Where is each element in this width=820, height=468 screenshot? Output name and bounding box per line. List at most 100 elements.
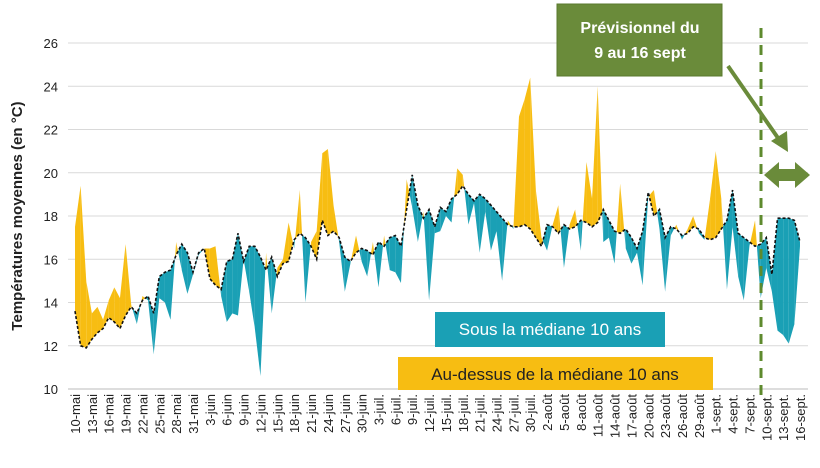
y-axis-label: Températures moyennes (en °C) [9, 101, 26, 330]
diff-area [723, 220, 727, 289]
x-tick-label: 29-août [692, 394, 707, 438]
x-tick-label: 3-juin [203, 394, 218, 426]
x-tick-label: 27-juil. [506, 394, 521, 432]
x-tick-label: 8-août [574, 394, 589, 431]
x-tick-label: 21-juil. [473, 394, 488, 432]
x-tick-label: 7-sept. [742, 394, 757, 434]
diff-area [300, 190, 302, 235]
diff-area [182, 244, 188, 294]
diff-area [165, 270, 171, 320]
diff-area [716, 151, 722, 238]
diff-area [120, 244, 126, 328]
y-tick-label: 22 [44, 123, 58, 138]
diff-area [721, 199, 723, 229]
diff-area [75, 186, 81, 346]
x-tick-label: 20-août [641, 394, 656, 438]
x-tick-label: 18-juin [287, 394, 302, 433]
x-tick-label: 18-juil. [456, 394, 471, 432]
diff-area [491, 205, 497, 250]
diff-area [367, 251, 371, 277]
diff-area [485, 199, 491, 251]
x-tick-label: 26-août [675, 394, 690, 438]
diff-area [497, 212, 503, 281]
diff-area [705, 199, 710, 240]
diff-area [81, 186, 87, 348]
diff-area [221, 261, 227, 322]
legend-below: Sous la médiane 10 ans [459, 320, 641, 339]
diff-area [126, 244, 132, 315]
x-tick-label: 4-sept. [726, 394, 741, 434]
x-tick-label: 25-mai [152, 394, 167, 434]
x-tick-label: 27-juin [338, 394, 353, 433]
diff-area [232, 233, 238, 315]
x-tick-label: 24-juil. [490, 394, 505, 432]
x-tick-label: 10-sept. [759, 394, 774, 441]
diff-area [86, 281, 92, 348]
diff-area [502, 218, 507, 281]
diff-area [558, 205, 560, 233]
diff-area [227, 259, 233, 322]
x-tick-label: 14-août [608, 394, 623, 438]
diff-area [586, 162, 592, 227]
x-tick-label: 23-août [658, 394, 673, 438]
diff-area [244, 246, 249, 291]
x-tick-label: 15-juin [270, 394, 285, 433]
diff-area [350, 260, 351, 263]
diff-area [592, 86, 598, 227]
diff-area [710, 151, 716, 240]
diff-area [733, 190, 739, 276]
x-tick-label: 30-juil. [523, 394, 538, 432]
diff-area [547, 225, 552, 251]
diff-area [412, 175, 418, 242]
diff-area [561, 225, 564, 268]
diff-area [602, 210, 603, 242]
legend-above: Au-dessus de la médiane 10 ans [431, 365, 679, 384]
y-tick-label: 24 [44, 79, 58, 94]
diff-area [305, 238, 310, 303]
diff-area [738, 233, 744, 300]
x-tick-label: 9-juil. [405, 394, 420, 425]
diff-area [617, 184, 620, 234]
diff-area [334, 205, 339, 237]
diff-area [525, 78, 531, 229]
x-tick-label: 13-sept. [776, 394, 791, 441]
diff-area [249, 246, 255, 328]
x-tick-label: 2-août [540, 394, 555, 431]
forecast-label: 9 au 16 sept [594, 45, 686, 62]
x-tick-label: 17-août [624, 394, 639, 438]
x-tick-label: 16-mai [102, 394, 117, 434]
x-tick-label: 12-juin [253, 394, 268, 433]
diff-area [260, 257, 265, 376]
diff-area [620, 184, 624, 234]
diff-area [598, 86, 603, 222]
diff-area [390, 235, 396, 272]
x-tick-label: 1-sept. [709, 394, 724, 434]
diff-area [418, 205, 423, 242]
diff-area [564, 225, 569, 268]
diff-area [132, 308, 137, 324]
y-tick-label: 10 [44, 382, 58, 397]
diff-area [154, 277, 160, 355]
x-tick-label: 21-juin [304, 394, 319, 433]
diff-area [464, 188, 468, 225]
x-tick-label: 19-mai [119, 394, 134, 434]
diff-area [615, 231, 617, 263]
forecast-range-arrow [764, 162, 810, 188]
diff-area [424, 210, 429, 301]
y-tick-label: 16 [44, 252, 58, 267]
diff-area [643, 192, 649, 285]
diff-area [311, 231, 317, 259]
y-tick-label: 26 [44, 36, 58, 51]
x-tick-label: 3-juil. [371, 394, 386, 425]
diff-area [92, 307, 98, 339]
diff-area [581, 220, 583, 250]
diff-area [452, 197, 455, 223]
x-tick-label: 31-mai [186, 394, 201, 434]
diff-area [328, 149, 334, 236]
diff-area [657, 210, 659, 229]
diff-area [766, 238, 772, 292]
diff-area [699, 229, 705, 240]
forecast-box [557, 4, 722, 76]
x-tick-label: 30-juin [355, 394, 370, 433]
